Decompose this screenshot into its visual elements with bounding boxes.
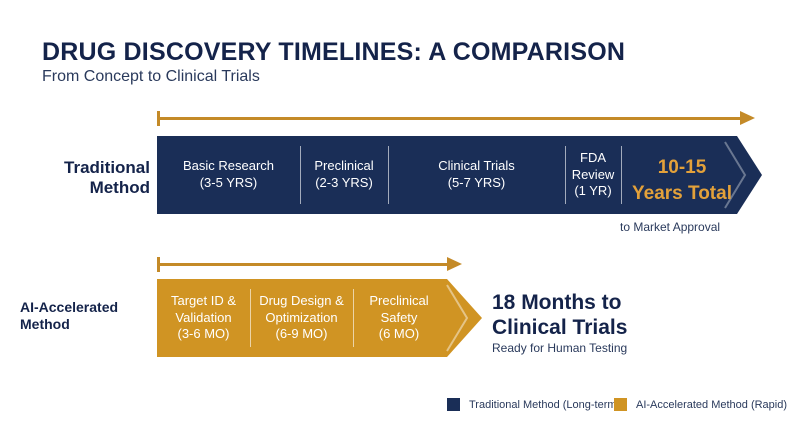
phase-divider: [565, 146, 566, 204]
traditional-label-line1: Traditional: [64, 158, 150, 177]
phase-duration: (6-9 MO): [275, 326, 328, 342]
ai-result-line2: Clinical Trials: [492, 316, 628, 340]
phase-name: Preclinical: [314, 158, 374, 174]
phase-basic-research: Basic Research (3-5 YRS): [157, 136, 300, 214]
legend-label-traditional: Traditional Method (Long-term): [469, 398, 621, 411]
ai-label-line2: Method: [20, 315, 70, 332]
legend-ai: AI-Accelerated Method (Rapid): [614, 398, 787, 411]
legend-traditional: Traditional Method (Long-term): [447, 398, 620, 411]
ai-result: 18 Months to Clinical Trials: [492, 290, 627, 340]
phase-duration: (3-6 MO): [177, 326, 230, 342]
page-title: DRUG DISCOVERY TIMELINES: A COMPARISON: [42, 38, 626, 66]
phase-duration: (5-7 YRS): [447, 175, 506, 190]
phase-preclinical-safety: Preclinical Safety (6 MO): [353, 279, 445, 357]
phase-divider: [621, 146, 622, 204]
arrow-line: [157, 117, 742, 120]
legend-label-ai: AI-Accelerated Method (Rapid): [636, 398, 788, 411]
legend-swatch-ai: [614, 398, 627, 411]
traditional-total-line2: Years Total: [632, 182, 732, 204]
traditional-timeline-bar: Basic Research (3-5 YRS) Preclinical (2-…: [157, 136, 762, 214]
phase-name-line2: Safety: [380, 309, 418, 325]
phase-drug-design: Drug Design & Optimization (6-9 MO): [250, 279, 353, 357]
arrow-head-icon: [447, 257, 462, 271]
traditional-label-line2: Method: [89, 178, 150, 198]
phase-name-line2: Validation: [175, 309, 232, 325]
ai-row-label: AI-Accelerated Method: [20, 299, 148, 333]
traditional-row-label: Traditional Method: [30, 158, 150, 199]
phase-duration: (6 MO): [378, 326, 420, 342]
phase-clinical-trials: Clinical Trials (5-7 YRS): [388, 136, 565, 214]
phase-name-line1: Preclinical: [369, 292, 429, 308]
traditional-timeline-arrow: [157, 111, 757, 126]
phase-name-line2: Optimization: [265, 309, 338, 325]
ai-label-line1: AI-Accelerated: [20, 299, 119, 315]
phase-divider: [250, 289, 251, 347]
phase-divider: [388, 146, 389, 204]
legend-swatch-traditional: [447, 398, 460, 411]
phase-fda-review: FDA Review (1 YR): [565, 136, 621, 214]
phase-target-id: Target ID & Validation (3-6 MO): [157, 279, 250, 357]
traditional-total: 10-15 Years Total: [622, 155, 742, 206]
ai-result-line1: 18 Months to: [492, 291, 622, 314]
phase-name-line1: FDA: [580, 149, 606, 165]
page-subtitle: From Concept to Clinical Trials: [42, 68, 260, 85]
phase-name: Basic Research: [182, 158, 275, 174]
phase-divider: [353, 289, 354, 347]
phase-name: Clinical Trials: [438, 158, 515, 174]
traditional-bar-shape: [157, 136, 762, 214]
phase-duration: (2-3 YRS): [315, 175, 373, 190]
ai-note: Ready for Human Testing: [492, 341, 628, 355]
phase-duration: (3-5 YRS): [199, 175, 258, 190]
phase-name-line1: Drug Design &: [259, 292, 344, 308]
phase-divider: [300, 146, 301, 204]
ai-timeline-bar: Target ID & Validation (3-6 MO) Drug Des…: [157, 279, 482, 357]
phase-name-line2: Review: [571, 166, 615, 182]
ai-timeline-arrow: [157, 257, 463, 272]
traditional-note: to Market Approval: [620, 220, 721, 234]
traditional-total-line1: 10-15: [657, 157, 707, 178]
arrow-head-icon: [740, 111, 755, 125]
phase-preclinical: Preclinical (2-3 YRS): [300, 136, 388, 214]
arrow-line: [157, 263, 449, 266]
ai-bar-shape: [157, 279, 482, 357]
phase-name-line1: Target ID &: [170, 292, 237, 308]
phase-duration: (1 YR): [574, 183, 612, 199]
